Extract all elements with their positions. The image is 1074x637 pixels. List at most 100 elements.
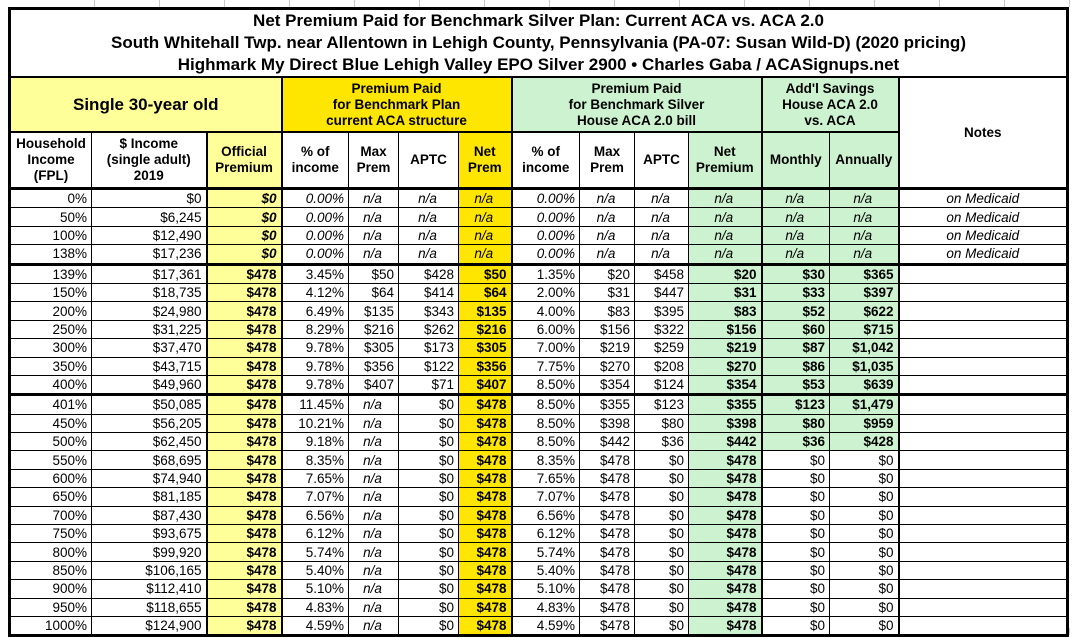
- cell-notes[interactable]: [897, 505, 1069, 526]
- cell-max-prem-aca[interactable]: n/a: [348, 225, 399, 246]
- cell-savings-annually[interactable]: $0: [829, 597, 899, 617]
- cell-max-prem-aca[interactable]: n/a: [348, 244, 399, 266]
- cell-pct-income-aca[interactable]: 4.83%: [281, 597, 349, 617]
- cell-max-prem-aca[interactable]: n/a: [348, 487, 399, 507]
- cell-pct-income-aca[interactable]: 9.78%: [281, 374, 349, 397]
- cell-notes[interactable]: [897, 524, 1069, 544]
- cell-max-prem-aca2[interactable]: $478: [579, 615, 635, 637]
- cell-pct-income-aca[interactable]: 7.07%: [281, 487, 349, 507]
- cell-official-premium[interactable]: $478: [205, 524, 283, 544]
- cell-notes[interactable]: [897, 560, 1069, 581]
- cell-aptc-aca[interactable]: n/a: [398, 187, 459, 209]
- cell-net-prem-aca[interactable]: $478: [458, 394, 513, 415]
- cell-net-premium-aca2[interactable]: $354: [688, 374, 763, 397]
- cell-notes[interactable]: [897, 356, 1069, 376]
- cell-official-premium[interactable]: $478: [205, 356, 283, 376]
- cell-savings-monthly[interactable]: $123: [761, 394, 830, 415]
- cell-income[interactable]: $18,735: [91, 282, 207, 303]
- cell-aptc-aca2[interactable]: $0: [634, 597, 689, 617]
- cell-net-premium-aca2[interactable]: $478: [688, 524, 763, 544]
- cell-net-prem-aca[interactable]: $64: [458, 282, 513, 303]
- cell-savings-monthly[interactable]: $53: [761, 374, 830, 397]
- cell-pct-income-aca2[interactable]: 7.07%: [511, 487, 580, 507]
- cell-pct-income-aca[interactable]: 0.00%: [281, 207, 349, 227]
- cell-aptc-aca2[interactable]: $80: [634, 413, 689, 434]
- cell-fpl[interactable]: 1000%: [9, 615, 92, 637]
- cell-savings-monthly[interactable]: n/a: [761, 187, 830, 209]
- cell-aptc-aca[interactable]: n/a: [398, 225, 459, 246]
- cell-savings-annually[interactable]: $622: [829, 301, 899, 321]
- cell-fpl[interactable]: 0%: [9, 187, 92, 209]
- cell-fpl[interactable]: 50%: [9, 207, 92, 227]
- cell-savings-annually[interactable]: $0: [829, 615, 899, 637]
- cell-aptc-aca2[interactable]: n/a: [634, 187, 689, 209]
- cell-pct-income-aca[interactable]: 10.21%: [281, 413, 349, 434]
- cell-max-prem-aca2[interactable]: $355: [579, 394, 635, 415]
- cell-pct-income-aca2[interactable]: 4.83%: [511, 597, 580, 617]
- cell-net-premium-aca2[interactable]: $478: [688, 450, 763, 470]
- cell-aptc-aca[interactable]: $0: [398, 542, 459, 562]
- cell-pct-income-aca[interactable]: 7.65%: [281, 468, 349, 489]
- cell-pct-income-aca2[interactable]: 7.75%: [511, 356, 580, 376]
- cell-notes[interactable]: [897, 413, 1069, 434]
- cell-net-premium-aca2[interactable]: $478: [688, 505, 763, 526]
- cell-savings-monthly[interactable]: $36: [761, 432, 830, 452]
- cell-max-prem-aca2[interactable]: $478: [579, 468, 635, 489]
- cell-aptc-aca2[interactable]: $0: [634, 542, 689, 562]
- cell-fpl[interactable]: 750%: [9, 524, 92, 544]
- cell-income[interactable]: $56,205: [91, 413, 207, 434]
- cell-aptc-aca[interactable]: $122: [398, 356, 459, 376]
- cell-aptc-aca2[interactable]: $0: [634, 468, 689, 489]
- cell-aptc-aca[interactable]: $414: [398, 282, 459, 303]
- cell-savings-annually[interactable]: $0: [829, 542, 899, 562]
- cell-pct-income-aca2[interactable]: 6.00%: [511, 319, 580, 340]
- cell-savings-annually[interactable]: $0: [829, 560, 899, 581]
- cell-savings-monthly[interactable]: $0: [761, 505, 830, 526]
- cell-fpl[interactable]: 950%: [9, 597, 92, 617]
- cell-net-premium-aca2[interactable]: $478: [688, 579, 763, 599]
- cell-fpl[interactable]: 850%: [9, 560, 92, 581]
- cell-income[interactable]: $49,960: [91, 374, 207, 397]
- cell-savings-annually[interactable]: $0: [829, 505, 899, 526]
- cell-savings-monthly[interactable]: $0: [761, 579, 830, 599]
- cell-max-prem-aca[interactable]: n/a: [348, 505, 399, 526]
- cell-max-prem-aca2[interactable]: $31: [579, 282, 635, 303]
- cell-income[interactable]: $87,430: [91, 505, 207, 526]
- cell-net-premium-aca2[interactable]: $442: [688, 432, 763, 452]
- cell-pct-income-aca2[interactable]: 5.10%: [511, 579, 580, 599]
- cell-official-premium[interactable]: $478: [205, 413, 283, 434]
- cell-net-premium-aca2[interactable]: n/a: [688, 187, 763, 209]
- cell-savings-annually[interactable]: $0: [829, 524, 899, 544]
- cell-official-premium[interactable]: $478: [205, 542, 283, 562]
- cell-aptc-aca2[interactable]: $0: [634, 487, 689, 507]
- cell-savings-annually[interactable]: $1,035: [829, 356, 899, 376]
- cell-aptc-aca[interactable]: $71: [398, 374, 459, 397]
- cell-savings-annually[interactable]: n/a: [829, 244, 899, 266]
- cell-max-prem-aca[interactable]: $305: [348, 338, 399, 358]
- cell-official-premium[interactable]: $478: [205, 301, 283, 321]
- cell-official-premium[interactable]: $478: [205, 615, 283, 637]
- cell-pct-income-aca[interactable]: 8.29%: [281, 319, 349, 340]
- cell-fpl[interactable]: 350%: [9, 356, 92, 376]
- cell-net-premium-aca2[interactable]: $478: [688, 560, 763, 581]
- cell-aptc-aca[interactable]: $343: [398, 301, 459, 321]
- cell-official-premium[interactable]: $478: [205, 468, 283, 489]
- cell-net-prem-aca[interactable]: $216: [458, 319, 513, 340]
- cell-aptc-aca[interactable]: $173: [398, 338, 459, 358]
- cell-pct-income-aca2[interactable]: 5.40%: [511, 560, 580, 581]
- cell-official-premium[interactable]: $0: [205, 244, 283, 266]
- cell-savings-annually[interactable]: $715: [829, 319, 899, 340]
- cell-aptc-aca2[interactable]: $208: [634, 356, 689, 376]
- cell-income[interactable]: $68,695: [91, 450, 207, 470]
- cell-official-premium[interactable]: $478: [205, 263, 283, 284]
- cell-savings-annually[interactable]: n/a: [829, 225, 899, 246]
- cell-max-prem-aca2[interactable]: $478: [579, 487, 635, 507]
- cell-savings-monthly[interactable]: $60: [761, 319, 830, 340]
- cell-aptc-aca2[interactable]: $0: [634, 450, 689, 470]
- cell-net-premium-aca2[interactable]: $31: [688, 282, 763, 303]
- cell-max-prem-aca2[interactable]: n/a: [579, 207, 635, 227]
- cell-notes[interactable]: on Medicaid: [897, 207, 1069, 227]
- cell-net-premium-aca2[interactable]: $478: [688, 487, 763, 507]
- cell-max-prem-aca[interactable]: n/a: [348, 432, 399, 452]
- cell-fpl[interactable]: 100%: [9, 225, 92, 246]
